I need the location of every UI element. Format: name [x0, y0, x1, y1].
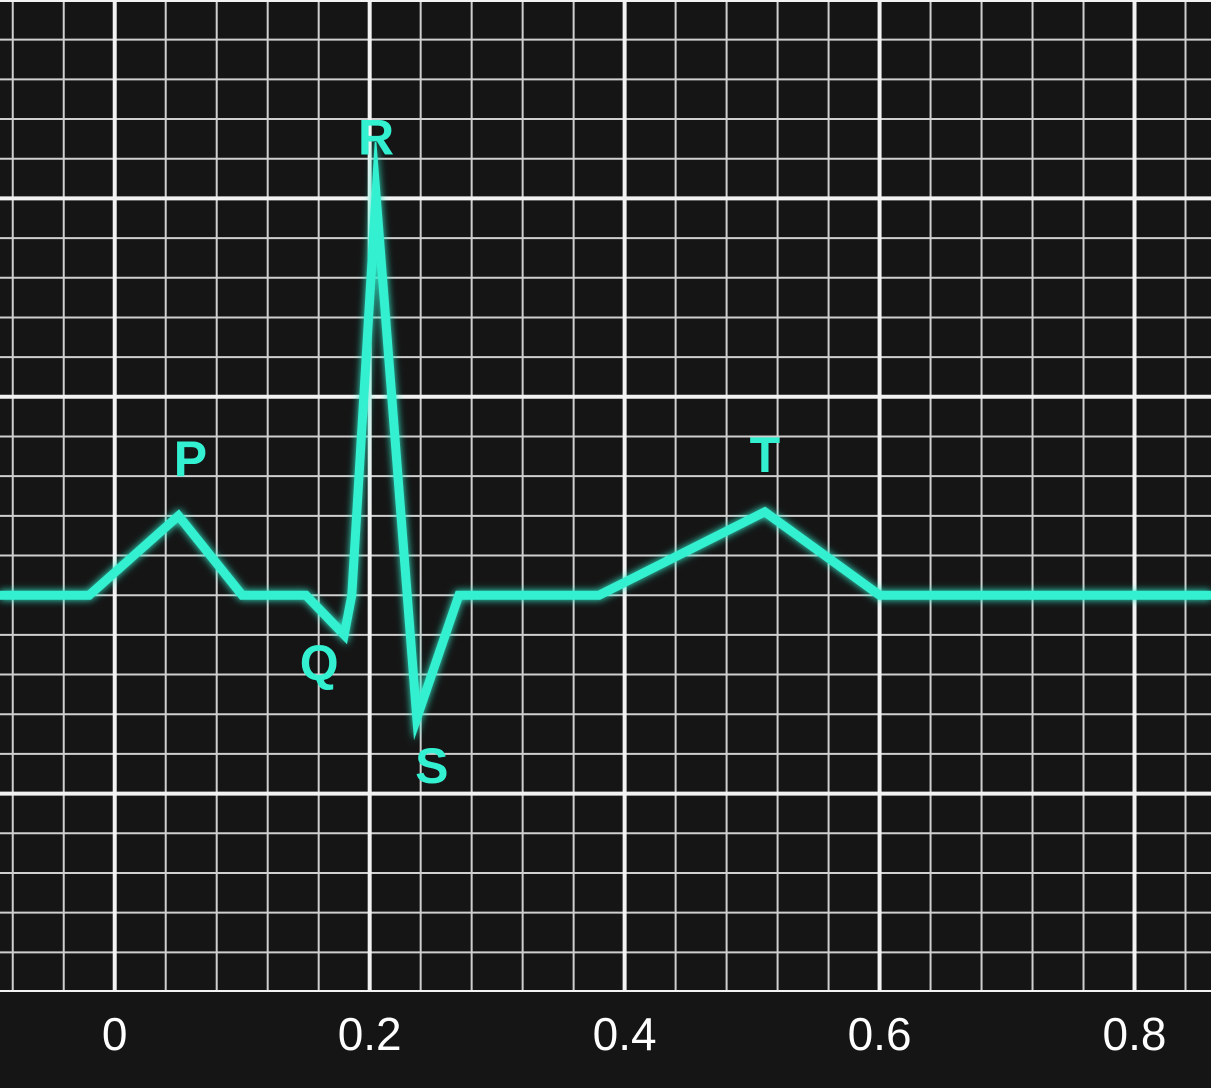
x-tick-label: 0.8: [1103, 1008, 1167, 1060]
x-axis-ticks: 0 0.2 0.4 0.6 0.8: [102, 1008, 1167, 1060]
minor-grid: [0, 0, 1211, 992]
x-axis-band: [0, 992, 1211, 1088]
x-tick-label: 0: [102, 1008, 128, 1060]
x-tick-label: 0.6: [848, 1008, 912, 1060]
wave-label-s: S: [415, 738, 448, 794]
wave-label-r: R: [358, 109, 394, 165]
wave-labels: P Q R S T: [174, 109, 780, 794]
trace-layer: [0, 129, 1211, 741]
wave-label-p: P: [174, 431, 207, 487]
wave-label-q: Q: [300, 635, 339, 691]
ecg-trace: [0, 129, 1211, 741]
wave-label-t: T: [750, 427, 781, 483]
x-tick-label: 0.4: [593, 1008, 657, 1060]
x-tick-label: 0.2: [338, 1008, 402, 1060]
